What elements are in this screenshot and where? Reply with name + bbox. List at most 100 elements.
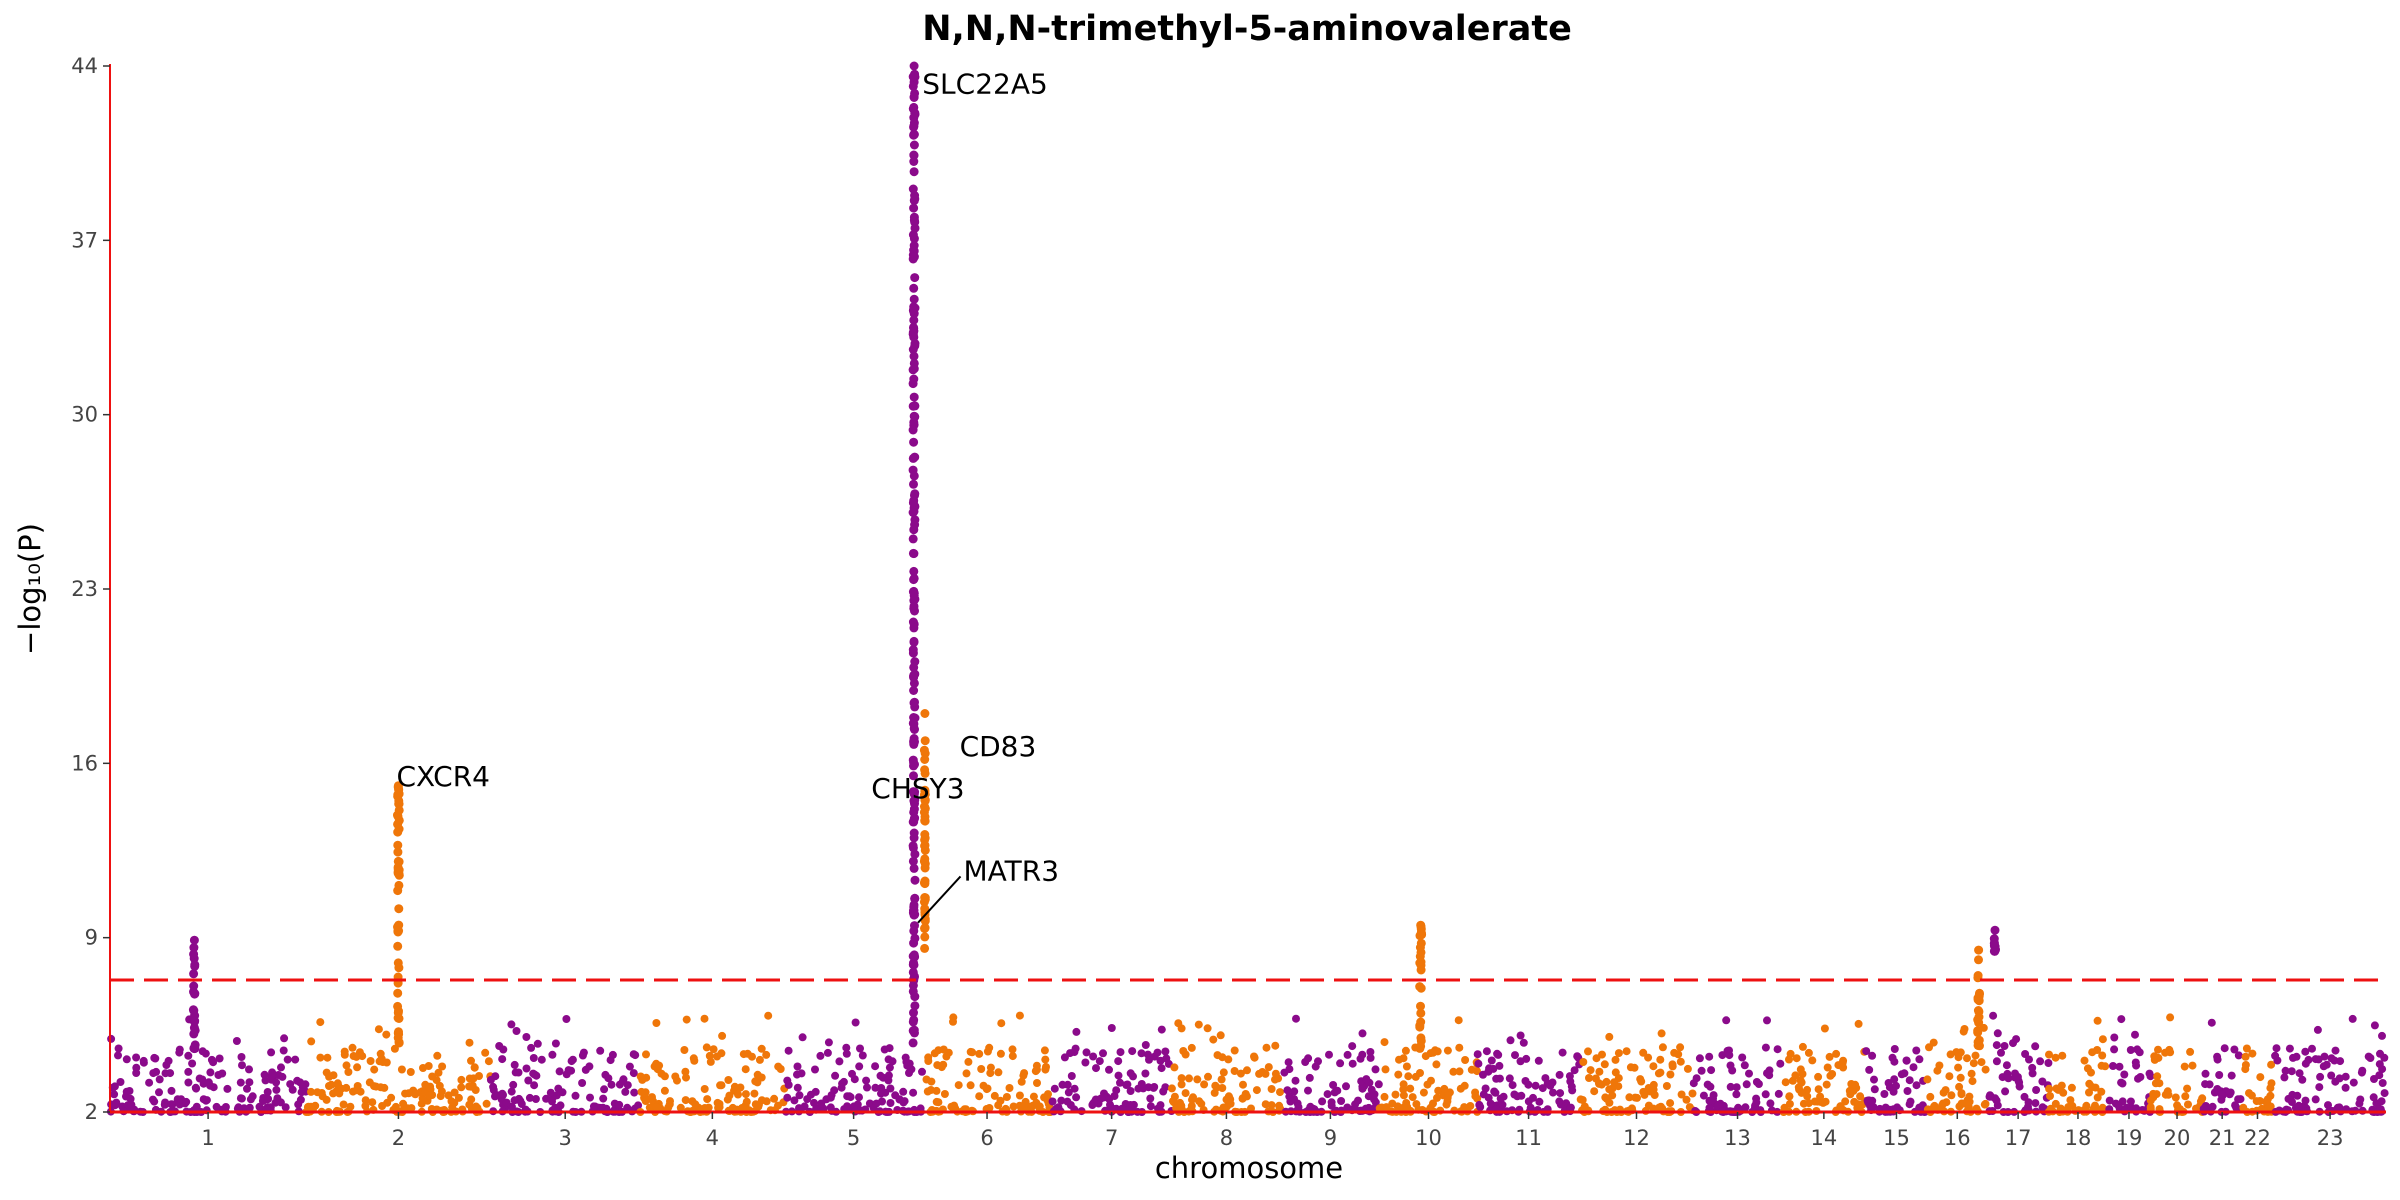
snp-point xyxy=(1071,1044,1080,1053)
snp-point xyxy=(1495,1074,1504,1083)
snp-point xyxy=(567,1057,576,1066)
snp-point xyxy=(1732,1083,1741,1092)
snp-point xyxy=(629,1050,638,1059)
snp-point xyxy=(533,1039,542,1048)
snp-point xyxy=(425,1091,434,1100)
snp-point xyxy=(189,1043,199,1053)
snp-point xyxy=(1126,1087,1135,1095)
snp-point xyxy=(920,923,930,933)
snp-point xyxy=(842,1049,851,1058)
snp-point xyxy=(964,1057,973,1066)
snp-point xyxy=(1997,1048,2005,1057)
snp-point xyxy=(1854,1019,1863,1028)
snp-point xyxy=(1187,1043,1196,1052)
snp-point xyxy=(507,1087,516,1096)
snp-point xyxy=(1868,1096,1877,1105)
snp-point xyxy=(1262,1043,1271,1052)
snp-point xyxy=(2045,1084,2054,1093)
snp-point xyxy=(909,637,919,647)
snp-point xyxy=(555,1067,564,1076)
snp-point xyxy=(2336,1057,2345,1066)
snp-point xyxy=(1975,988,1984,998)
snp-point xyxy=(346,1102,355,1111)
snp-point xyxy=(1668,1060,1677,1069)
snp-point xyxy=(947,1102,956,1111)
snp-point xyxy=(125,1087,134,1095)
snp-point xyxy=(502,1098,511,1107)
snp-point xyxy=(608,1050,617,1059)
snp-point xyxy=(909,203,919,213)
snp-point xyxy=(1143,1050,1152,1059)
snp-point xyxy=(509,1080,518,1089)
snp-point xyxy=(198,1047,207,1056)
snp-point xyxy=(717,1081,726,1090)
snp-point xyxy=(394,880,404,890)
snp-point xyxy=(1443,1046,1452,1055)
snp-point xyxy=(1839,1063,1848,1072)
snp-point xyxy=(1549,1088,1557,1097)
snp-point xyxy=(1460,1081,1469,1090)
chromosome-label: 2 xyxy=(392,1126,405,1150)
snp-point xyxy=(1985,1092,1994,1101)
snp-point xyxy=(1218,1084,1227,1092)
snp-point xyxy=(933,1061,942,1070)
snp-point xyxy=(426,1085,435,1094)
snp-point xyxy=(962,1069,971,1078)
snp-point xyxy=(212,1102,221,1111)
snp-point xyxy=(748,1052,756,1061)
snp-point xyxy=(908,508,918,517)
snp-point xyxy=(909,215,919,225)
snp-point xyxy=(589,1102,598,1111)
snp-point xyxy=(2370,1021,2379,1030)
snp-point xyxy=(909,374,919,384)
snp-point xyxy=(920,736,930,746)
snp-point xyxy=(481,1048,490,1057)
chromosome-label: 22 xyxy=(2244,1126,2271,1150)
snp-point xyxy=(1156,1101,1165,1110)
snp-point xyxy=(2126,1046,2135,1054)
snp-point xyxy=(1230,1067,1239,1075)
snp-point xyxy=(1870,1085,1879,1094)
chromosome-label: 11 xyxy=(1515,1126,1542,1150)
peak-top-point xyxy=(189,935,199,945)
snp-point xyxy=(1156,1056,1165,1065)
snp-point xyxy=(1318,1097,1327,1106)
snp-point xyxy=(910,515,920,525)
snp-point xyxy=(1406,1084,1415,1093)
snp-point xyxy=(909,392,919,402)
snp-point xyxy=(1203,1024,1212,1033)
snp-point xyxy=(1404,1072,1413,1081)
snp-point xyxy=(114,1044,123,1053)
snp-point xyxy=(1929,1103,1938,1111)
snp-point xyxy=(920,943,930,953)
snp-point xyxy=(899,1098,908,1107)
snp-point xyxy=(307,1037,316,1046)
snp-point xyxy=(1411,1072,1420,1081)
snp-point xyxy=(1591,1074,1600,1083)
snp-point xyxy=(2335,1074,2344,1083)
snp-point xyxy=(382,1058,391,1067)
snp-point xyxy=(1836,1102,1845,1111)
snp-point xyxy=(1329,1081,1338,1089)
snp-point xyxy=(1481,1084,1490,1093)
snp-point xyxy=(1804,1099,1813,1108)
snp-point xyxy=(1989,1011,1998,1020)
snp-point xyxy=(1146,1094,1155,1103)
snp-point xyxy=(630,1088,639,1097)
snp-point xyxy=(996,1049,1005,1058)
snp-point xyxy=(145,1078,154,1087)
snp-point xyxy=(909,828,919,838)
snp-point xyxy=(1444,1091,1452,1100)
snp-point xyxy=(908,401,918,411)
snp-point xyxy=(1906,1097,1915,1106)
chromosome-label: 8 xyxy=(1220,1126,1233,1150)
chromosome-20-points xyxy=(2146,1013,2207,1116)
snp-point xyxy=(2380,1089,2389,1098)
snp-point xyxy=(1683,1064,1692,1073)
chromosome-14-points xyxy=(1779,1019,1870,1116)
snp-point xyxy=(2114,1101,2123,1110)
snp-point xyxy=(1342,1082,1350,1091)
snp-point xyxy=(1333,1086,1342,1095)
peak-chr16 xyxy=(1973,945,1984,1051)
